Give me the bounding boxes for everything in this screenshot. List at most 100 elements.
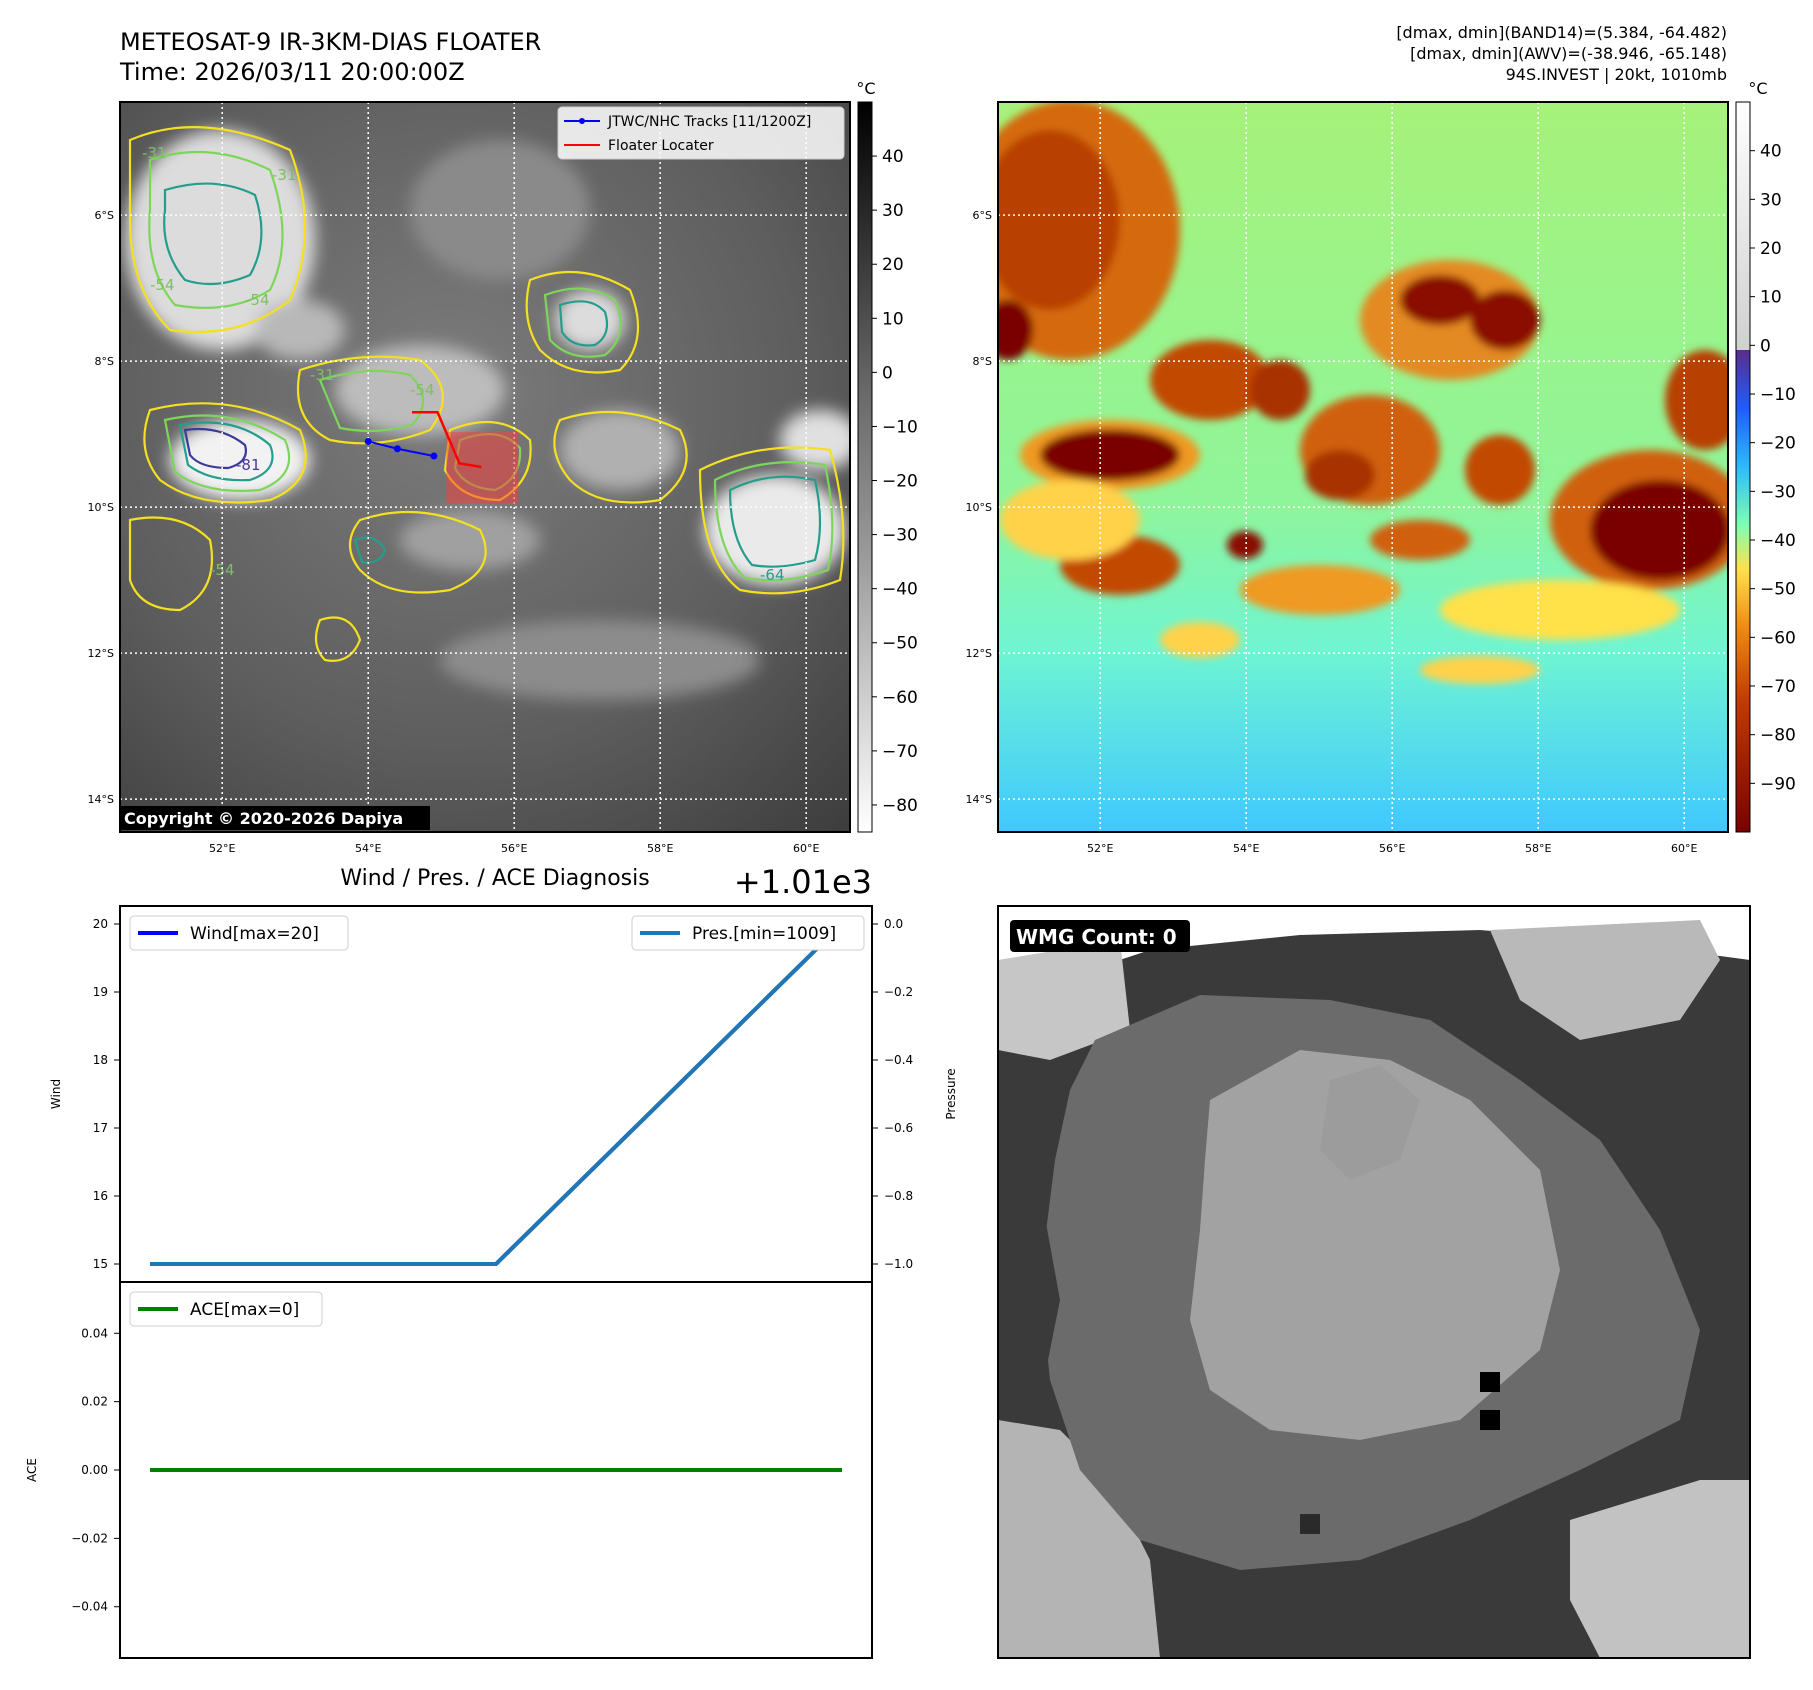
- jtwc-track-point: [364, 437, 372, 445]
- ir-colorbar-tick: −50: [882, 634, 918, 654]
- ace-panel: 0.04 0.02 0.00 −0.02 −0.04 ACE ACE[max=0]: [25, 1281, 873, 1659]
- awv-colorbar-tick: 40: [1760, 142, 1782, 162]
- pressure-tick-label: −0.4: [884, 1053, 913, 1067]
- chart-title: Wind / Pres. / ACE Diagnosis: [340, 866, 649, 891]
- awv-colorbar-unit: °C: [1748, 79, 1767, 98]
- awv-lat-label: 14°S: [966, 793, 992, 806]
- ir-cloud-field: [125, 130, 850, 700]
- legend-floater-locater: Floater Locater: [608, 138, 714, 154]
- pressure-offset-text: +1.01e3: [734, 863, 872, 901]
- awv-colorbar-tick: −30: [1760, 482, 1796, 502]
- wind-tick-label: 17: [93, 1121, 108, 1135]
- wind-tick-label: 19: [93, 985, 108, 999]
- awv-lon-label: 54°E: [1233, 842, 1259, 855]
- awv-lat-label: 10°S: [966, 501, 992, 514]
- ir-lat-label: 8°S: [95, 355, 114, 368]
- awv-colorbar-tick: 20: [1760, 239, 1782, 259]
- ir-lon-label: 60°E: [793, 842, 819, 855]
- ir-colorbar-tick: −40: [882, 580, 918, 600]
- ace-axis-label: ACE: [25, 1458, 39, 1482]
- wind-tick-label: 16: [93, 1189, 108, 1203]
- ir-legend: JTWC/NHC Tracks [11/1200Z] Floater Locat…: [557, 106, 845, 160]
- awv-colorbar-tick: 30: [1760, 190, 1782, 210]
- awv-colorbar-tick: −60: [1760, 628, 1796, 648]
- wind-legend: Wind[max=20]: [129, 915, 349, 951]
- pressure-axis-label: Pressure: [944, 1068, 958, 1119]
- wind-tick-label: 20: [93, 917, 108, 931]
- ace-legend: ACE[max=0]: [129, 1291, 323, 1327]
- svg-text:Copyright © 2020-2026 Dapiya: Copyright © 2020-2026 Dapiya: [124, 809, 403, 828]
- awv-lat-label: 8°S: [973, 355, 992, 368]
- ace-y-axis: 0.04 0.02 0.00 −0.02 −0.04: [71, 1326, 120, 1614]
- ir-lon-label: 52°E: [209, 842, 235, 855]
- awv-colorbar-tick: 0: [1760, 336, 1771, 356]
- pressure-y-axis: 0.0 −0.2 −0.4 −0.6 −0.8 −1.0: [872, 917, 913, 1271]
- ace-tick-label: −0.02: [71, 1531, 108, 1545]
- ir-colorbar: °C 40 30 20 10 0 −10 −20 −30 −40 −50 −60 −70 −80: [856, 79, 918, 833]
- ir-overlay: [364, 411, 519, 504]
- legend-jtwc-track: JTWC/NHC Tracks [11/1200Z]: [607, 114, 811, 130]
- info-storm: 94S.INVEST | 20kt, 1010mb: [1506, 65, 1727, 84]
- awv-colorbar-tick: −20: [1760, 434, 1796, 454]
- figure-time: Time: 2026/03/11 20:00:00Z: [119, 58, 465, 86]
- wmg-panel: WMG Count: 0: [997, 905, 1751, 1659]
- legend-wind: Wind[max=20]: [190, 924, 319, 944]
- ir-colorbar-tick: 10: [882, 309, 904, 329]
- jtwc-track-point: [430, 452, 438, 460]
- awv-moisture-field: [998, 102, 1728, 684]
- ir-colorbar-unit: °C: [856, 79, 875, 98]
- wind-pressure-lines: [150, 922, 844, 1266]
- floater-box: [446, 432, 519, 504]
- ir-axes: 6°S 8°S 10°S 12°S 14°S 52°E 54°E 56°E 58°E 60°E: [88, 209, 820, 855]
- ir-colorbar-tick: 0: [882, 363, 893, 383]
- awv-lat-label: 12°S: [966, 647, 992, 660]
- svg-text:-81: -81: [236, 456, 261, 474]
- awv-axes: 6°S 8°S 10°S 12°S 14°S 52°E 54°E 56°E 58°E 60°E: [966, 209, 1698, 855]
- svg-text:-54: -54: [150, 276, 175, 294]
- ir-lat-label: 6°S: [95, 209, 114, 222]
- pressure-tick-label: −0.8: [884, 1189, 913, 1203]
- ir-lon-label: 54°E: [355, 842, 381, 855]
- ir-colorbar-tick: 30: [882, 201, 904, 221]
- svg-text:-54: -54: [245, 291, 270, 309]
- awv-map-panel: [997, 101, 1729, 833]
- info-awv: [dmax, dmin](AWV)=(-38.946, -65.148): [1410, 44, 1727, 63]
- awv-colorbar-tick: −50: [1760, 580, 1796, 600]
- ace-tick-label: −0.04: [71, 1600, 108, 1614]
- svg-text:-31: -31: [310, 366, 335, 384]
- awv-lon-label: 52°E: [1087, 842, 1113, 855]
- ir-colorbar-tick: −70: [882, 742, 918, 762]
- ir-colorbar-tick: 20: [882, 255, 904, 275]
- svg-text:-64: -64: [760, 566, 785, 584]
- awv-colorbar-tick: −40: [1760, 531, 1796, 551]
- awv-colorbar-tick: −10: [1760, 385, 1796, 405]
- wmg-rings: [998, 906, 1750, 1658]
- awv-colorbar-tick: −90: [1760, 774, 1796, 794]
- ir-colorbar-tick: 40: [882, 147, 904, 167]
- awv-colorbar: °C 40 30 20 10 0 −10 −20 −30 −40 −50 −60 −70 −80 −90: [1735, 79, 1796, 833]
- pressure-tick-label: −0.2: [884, 985, 913, 999]
- ace-tick-label: 0.04: [81, 1326, 108, 1340]
- awv-colorbar-tick: 10: [1760, 288, 1782, 308]
- wmg-count: WMG Count: 0: [1016, 925, 1177, 949]
- ir-colorbar-tick: −30: [882, 526, 918, 546]
- ir-lat-label: 10°S: [88, 501, 114, 514]
- svg-text:-31: -31: [142, 144, 167, 162]
- ir-lon-label: 58°E: [647, 842, 673, 855]
- wind-y-axis: 20 19 18 17 16 15: [93, 917, 120, 1271]
- wind-axis-label: Wind: [49, 1079, 63, 1109]
- ir-colorbar-tick: −10: [882, 417, 918, 437]
- awv-lon-label: 56°E: [1379, 842, 1405, 855]
- figure-title: METEOSAT-9 IR-3KM-DIAS FLOATER: [120, 28, 541, 56]
- awv-colorbar-tick: −70: [1760, 677, 1796, 697]
- awv-lon-label: 58°E: [1525, 842, 1551, 855]
- pressure-tick-label: 0.0: [884, 917, 903, 931]
- ace-tick-label: 0.02: [81, 1395, 108, 1409]
- floater-locater-line: [412, 411, 482, 469]
- ir-lat-label: 14°S: [88, 793, 114, 806]
- jtwc-track-point: [393, 445, 401, 453]
- ir-colorbar-tick: −20: [882, 472, 918, 492]
- ir-lon-label: 56°E: [501, 842, 527, 855]
- awv-lon-label: 60°E: [1671, 842, 1697, 855]
